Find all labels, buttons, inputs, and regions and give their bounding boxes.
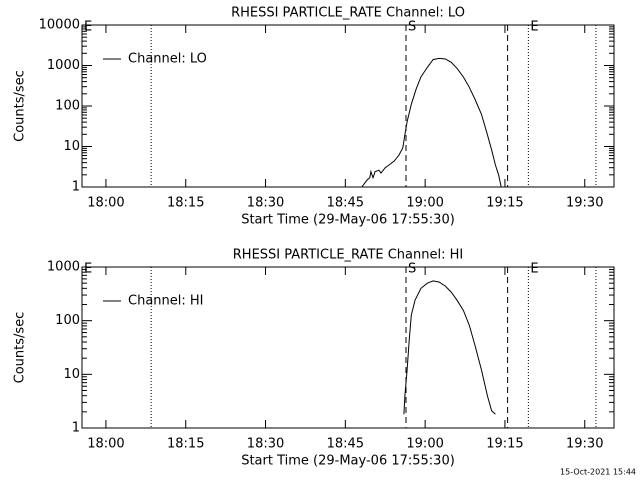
- x-tick-label: 19:00: [406, 437, 443, 452]
- x-tick-label: 18:15: [167, 196, 204, 211]
- y-tick-label: 1: [72, 421, 80, 436]
- data-line: [361, 57, 502, 188]
- x-tick-label: 19:30: [566, 196, 603, 211]
- x-axis-label: Start Time (29-May-06 17:55:30): [241, 213, 455, 228]
- x-axis-label: Start Time (29-May-06 17:55:30): [241, 454, 455, 469]
- x-tick-label: 18:00: [87, 196, 124, 211]
- chart-title: RHESSI PARTICLE_RATE Channel: LO: [231, 6, 465, 21]
- flag-label: E: [530, 20, 538, 35]
- y-tick-label: 100: [55, 313, 80, 328]
- y-tick-label: 1000: [47, 58, 80, 73]
- y-axis-label: Counts/sec: [13, 70, 28, 142]
- x-tick-label: 18:45: [327, 437, 364, 452]
- y-axis-label: Counts/sec: [13, 312, 28, 384]
- y-tick-label: 100: [55, 99, 80, 114]
- x-tick-label: 18:45: [327, 196, 364, 211]
- data-line: [403, 280, 496, 415]
- flag-label: S: [408, 262, 416, 277]
- flag-label: E: [530, 262, 538, 277]
- legend-label: Channel: HI: [128, 294, 204, 309]
- x-tick-label: 18:30: [247, 196, 284, 211]
- flag-label: E: [84, 20, 92, 35]
- plot-frame: [81, 24, 615, 188]
- y-tick-label: 10: [63, 139, 80, 154]
- x-tick-label: 19:15: [486, 196, 523, 211]
- y-tick-label: 10000: [39, 18, 80, 33]
- flag-label: E: [84, 262, 92, 277]
- y-tick-label: 1000: [47, 260, 80, 275]
- y-tick-label: 1: [72, 180, 80, 195]
- timestamp: 15-Oct-2021 15:44: [560, 468, 636, 477]
- flag-label: S: [408, 20, 416, 35]
- y-tick-label: 10: [63, 367, 80, 382]
- x-tick-label: 18:15: [167, 437, 204, 452]
- x-tick-label: 18:30: [247, 437, 284, 452]
- x-tick-label: 19:00: [406, 196, 443, 211]
- x-tick-label: 19:30: [566, 437, 603, 452]
- plot-frame: [81, 266, 615, 429]
- x-tick-label: 19:15: [486, 437, 523, 452]
- legend-label: Channel: LO: [128, 52, 207, 67]
- x-tick-label: 18:00: [87, 437, 124, 452]
- chart-title: RHESSI PARTICLE_RATE Channel: HI: [233, 248, 463, 263]
